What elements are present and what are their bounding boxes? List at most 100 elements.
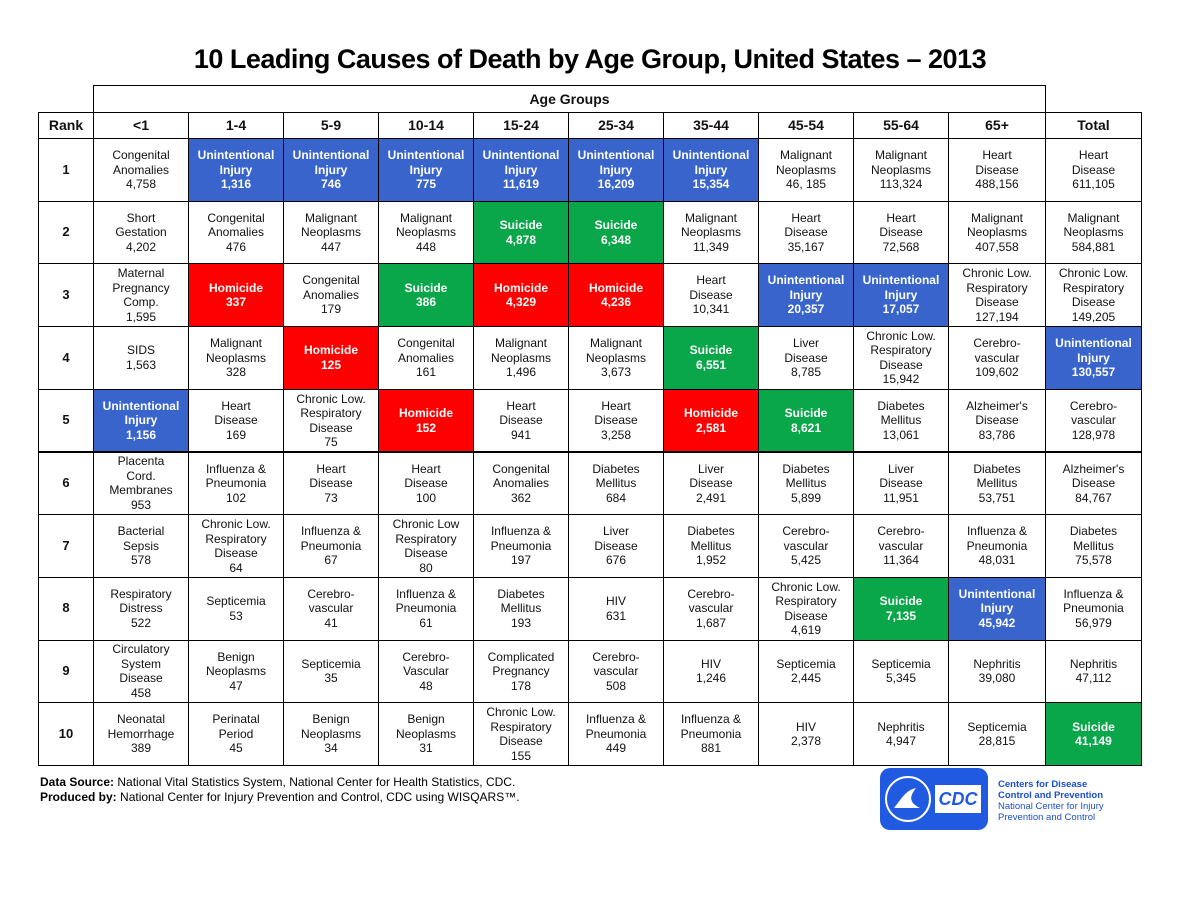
- death-count: 100: [415, 490, 437, 505]
- cause-name: Neoplasms: [966, 225, 1028, 240]
- cause-name: Heart: [791, 210, 821, 225]
- cause-cell: Cerebro-vascular 5,425: [758, 514, 854, 578]
- cause-cell: HIV 1,246: [663, 639, 759, 704]
- death-count: 64: [229, 560, 243, 575]
- cause-name: Injury: [789, 287, 823, 302]
- cause-cell: Heart Disease 100: [378, 451, 474, 516]
- death-count: 407,558: [975, 239, 1019, 254]
- cause-name: Influenza &: [205, 461, 267, 476]
- death-count: 113,324: [879, 177, 923, 192]
- death-count: 386: [415, 295, 437, 310]
- cause-name: Nephritis: [973, 656, 1021, 671]
- cause-cell: Circulatory System Disease 458: [93, 639, 189, 704]
- cause-name: Anomalies: [397, 350, 455, 365]
- cause-name: Injury: [980, 601, 1014, 616]
- logo-line: National Center for Injury: [998, 801, 1104, 812]
- cause-name: Homicide: [208, 280, 263, 295]
- cause-name: Mellitus: [690, 538, 732, 553]
- cause-name: Nephritis: [877, 719, 925, 734]
- cause-name: Distress: [119, 601, 163, 616]
- death-count: 476: [225, 239, 247, 254]
- death-count: 155: [510, 748, 532, 763]
- cause-name: Disease: [499, 413, 543, 428]
- cause-cell: Chronic Low. Respiratory Disease 155: [473, 702, 569, 766]
- cause-cell: Malignant Neoplasms 46, 185: [758, 138, 854, 202]
- cause-cell: Malignant Neoplasms 448: [378, 200, 474, 265]
- cause-name: Disease: [594, 538, 638, 553]
- rank-cell: 8: [38, 576, 94, 641]
- cause-name: Unintentional: [862, 273, 940, 288]
- cause-cell: Alzheimer's Disease 83,786: [948, 388, 1046, 453]
- cause-name: Malignant: [684, 210, 738, 225]
- cause-name: Suicide: [689, 343, 733, 358]
- cause-name: Cerebro-: [782, 524, 830, 539]
- cause-name: Septicemia: [301, 656, 361, 671]
- cause-cell: Homicide 337: [188, 263, 284, 328]
- death-count: 3,673: [600, 365, 632, 380]
- cause-name: Pneumonia: [966, 538, 1028, 553]
- death-count: 20,357: [787, 302, 825, 317]
- death-count: 53,751: [978, 490, 1016, 505]
- cause-cell: Septicemia 28,815: [948, 702, 1046, 766]
- cause-name: Short: [126, 210, 156, 225]
- cause-name: Malignant: [494, 336, 548, 351]
- cause-name: Disease: [879, 225, 923, 240]
- cause-cell: Nephritis 39,080: [948, 639, 1046, 704]
- cause-name: Perinatal: [212, 712, 260, 727]
- cause-name: Disease: [309, 476, 353, 491]
- death-count: 6,551: [695, 357, 727, 372]
- cause-name: Pneumonia: [395, 601, 457, 616]
- cause-cell: Influenza & Pneumonia 197: [473, 514, 569, 578]
- cause-cell: Benign Neoplasms 34: [283, 702, 379, 766]
- death-count: 75,578: [1075, 553, 1112, 568]
- cause-name: Cerebro-: [877, 524, 925, 539]
- cause-cell: Malignant Neoplasms 407,558: [948, 200, 1046, 265]
- cause-name: Septicemia: [871, 656, 931, 671]
- death-count: 45,942: [978, 615, 1016, 630]
- rank-cell: 10: [38, 702, 94, 766]
- death-count: 72,568: [882, 239, 920, 254]
- cause-cell: Complicated Pregnancy 178: [473, 639, 569, 704]
- cause-name: Chronic Low.: [962, 266, 1032, 281]
- cause-name: Injury: [314, 162, 348, 177]
- cause-cell: Unintentional Injury 11,619: [473, 138, 569, 202]
- death-count: 109,602: [975, 365, 1019, 380]
- cause-name: Injury: [884, 287, 918, 302]
- cause-name: Pneumonia: [205, 476, 267, 491]
- cause-cell: Septicemia 2,445: [758, 639, 854, 704]
- death-count: 389: [130, 741, 152, 756]
- death-count: 2,581: [695, 420, 727, 435]
- cause-name: Heart: [696, 273, 726, 288]
- cause-name: Malignant: [399, 210, 453, 225]
- death-count: 161: [415, 365, 437, 380]
- death-count: 328: [225, 365, 247, 380]
- cause-name: Injury: [504, 162, 538, 177]
- cdc-logo: CDC: [880, 768, 988, 830]
- cause-name: Suicide: [784, 406, 828, 421]
- death-count: 193: [510, 615, 532, 630]
- cause-name: Anomalies: [112, 162, 170, 177]
- cause-name: Anomalies: [302, 287, 360, 302]
- cause-cell: Liver Disease 676: [568, 514, 664, 578]
- death-count: 15,354: [692, 177, 730, 192]
- death-count: 3,258: [600, 427, 632, 442]
- cause-name: Homicide: [588, 280, 643, 295]
- death-count: 449: [605, 741, 627, 756]
- cause-cell: Chronic Low. Respiratory Disease 64: [188, 514, 284, 578]
- death-count: 125: [320, 357, 342, 372]
- cause-cell: Unintentional Injury 20,357: [758, 263, 854, 328]
- cause-name: Respiratory: [1062, 280, 1125, 295]
- death-count: 41: [324, 615, 338, 630]
- cause-name: Malignant: [1067, 210, 1120, 225]
- cause-name: Disease: [404, 546, 448, 561]
- cause-cell: Unintentional Injury 1,316: [188, 138, 284, 202]
- death-count: 127,194: [975, 309, 1019, 324]
- cause-cell: Diabetes Mellitus 53,751: [948, 451, 1046, 516]
- cause-cell: Malignant Neoplasms 3,673: [568, 326, 664, 390]
- cause-name: Chronic Low.: [201, 517, 271, 532]
- hhs-seal: [885, 776, 931, 822]
- cause-name: Unintentional: [387, 148, 465, 163]
- death-count: 102: [225, 490, 247, 505]
- cause-name: Unintentional: [292, 148, 370, 163]
- cause-name: Disease: [879, 476, 923, 491]
